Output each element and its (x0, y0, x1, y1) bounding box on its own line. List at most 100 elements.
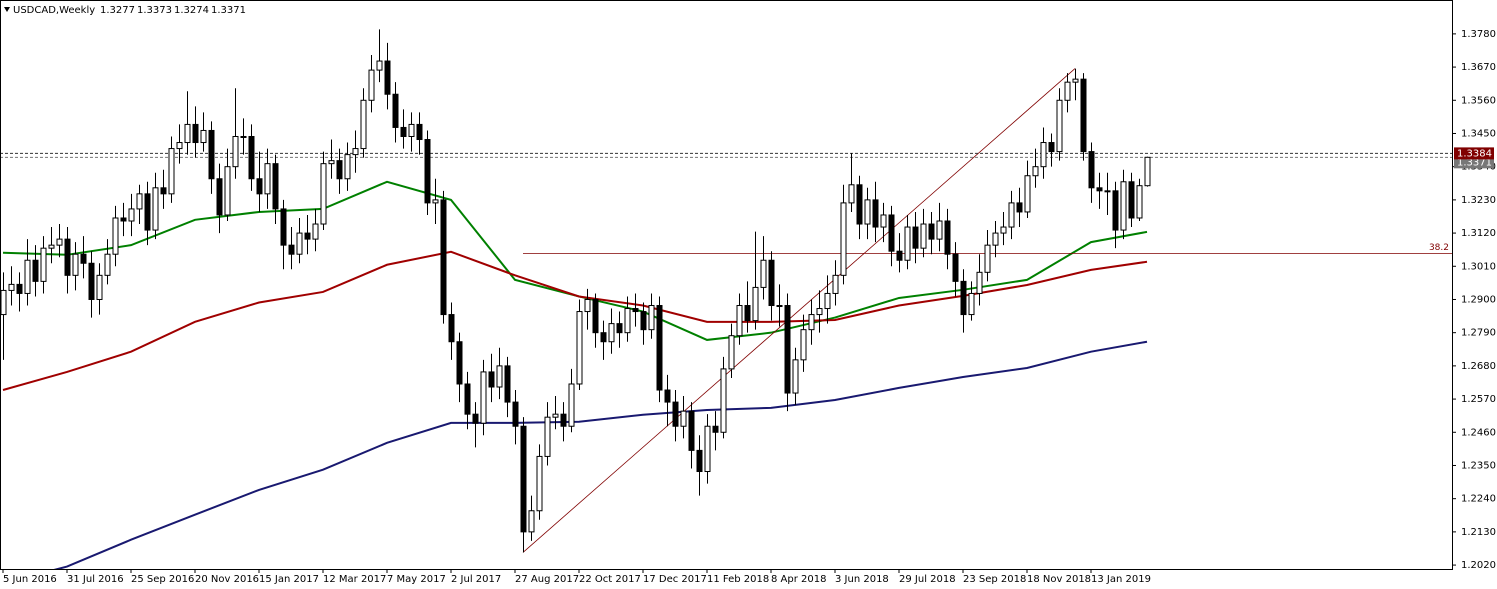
candle-body (640, 311, 647, 331)
candle-body (1064, 81, 1071, 101)
candle-body (272, 163, 279, 210)
candle-body (648, 305, 655, 331)
x-tick-label: 18 Nov 2018 (1027, 574, 1091, 585)
candle-body (568, 383, 575, 427)
candle-body (744, 305, 751, 322)
candle-body (832, 274, 839, 294)
candle-body (1032, 166, 1039, 177)
x-tick-label: 27 Aug 2017 (515, 574, 579, 585)
candle-body (728, 335, 735, 370)
candle-body (280, 208, 287, 246)
x-tick-label: 8 Apr 2018 (771, 574, 826, 585)
y-tick-label: 1.2460 (1461, 427, 1496, 438)
candle-body (488, 371, 495, 388)
ohlc-low: 1.3274 (174, 5, 209, 16)
candle-body (384, 60, 391, 95)
candle-body (240, 135, 247, 138)
candle-body (624, 308, 631, 334)
candle-body (760, 259, 767, 288)
candle-body (352, 148, 359, 156)
candle-body (216, 178, 223, 216)
candle-body (608, 323, 615, 343)
y-tick-label: 1.2350 (1461, 460, 1496, 471)
candle-body (328, 160, 335, 165)
x-tick-label: 31 Jul 2016 (67, 574, 124, 585)
x-tick-label: 5 Jun 2016 (3, 574, 57, 585)
candle-body (792, 359, 799, 394)
candle-body (16, 283, 23, 294)
candle-body (840, 202, 847, 276)
candle-body (824, 292, 831, 310)
x-tick-label: 2 Jul 2017 (451, 574, 501, 585)
candle-body (128, 208, 135, 222)
x-tick-label: 3 Jun 2018 (835, 574, 889, 585)
y-tick-label: 1.3010 (1461, 261, 1496, 272)
candle-body (768, 259, 775, 307)
candle-body (848, 184, 855, 204)
y-tick-label: 1.2130 (1461, 527, 1496, 538)
candle-body (448, 314, 455, 343)
candle-body (672, 401, 679, 427)
y-tick-label: 1.3450 (1461, 128, 1496, 139)
x-tick-label: 7 May 2017 (387, 574, 446, 585)
candle-body (936, 220, 943, 240)
candle-body (360, 99, 367, 150)
candle-body (688, 410, 695, 451)
candle-body (1144, 156, 1151, 187)
candle-body (104, 253, 111, 276)
candle-body (680, 410, 687, 427)
candle-body (200, 129, 207, 144)
ohlc-high: 1.3373 (137, 5, 172, 16)
candle-body (1112, 190, 1119, 231)
menu-arrow[interactable] (4, 7, 10, 12)
candle-body (416, 123, 423, 141)
x-tick-label: 22 Oct 2017 (579, 574, 641, 585)
candle-body (1000, 226, 1007, 234)
candle-body (1072, 78, 1079, 83)
candle-body (136, 193, 143, 210)
candle-body (344, 154, 351, 180)
candle-body (528, 510, 535, 533)
candle-body (584, 298, 591, 313)
ohlc-open: 1.3277 (100, 5, 135, 16)
candle-body (504, 365, 511, 403)
candle-body (192, 123, 199, 144)
ask-label: 1.3384 (1457, 148, 1492, 159)
candle-body (184, 123, 191, 144)
ask-label-box (1454, 147, 1494, 160)
candle-body (144, 193, 151, 231)
candle-body (224, 166, 231, 216)
candle-body (776, 305, 783, 308)
y-tick-label: 1.2240 (1461, 494, 1496, 505)
candle-body (160, 187, 167, 195)
candle-body (560, 413, 567, 427)
x-tick-label: 25 Sep 2016 (131, 574, 194, 585)
candle-body (984, 244, 991, 273)
candle-body (856, 184, 863, 225)
candle-body (928, 223, 935, 240)
candle-body (176, 142, 183, 150)
candle-body (784, 305, 791, 394)
candle-body (248, 135, 255, 180)
candle-body (40, 247, 47, 282)
y-tick-label: 1.2020 (1461, 560, 1496, 571)
candle-body (1080, 78, 1087, 153)
y-tick-label: 1.2790 (1461, 328, 1496, 339)
y-tick-label: 1.2900 (1461, 294, 1496, 305)
candle-body (544, 416, 551, 457)
candle-body (1120, 181, 1127, 231)
candle-body (304, 232, 311, 240)
candle-body (592, 298, 599, 334)
candle-body (64, 238, 71, 276)
candle-body (976, 271, 983, 294)
candle-body (296, 232, 303, 255)
candle-body (696, 449, 703, 473)
y-tick-label: 1.3670 (1461, 62, 1496, 73)
candle-body (24, 259, 31, 294)
y-tick-label: 1.3560 (1461, 95, 1496, 106)
candle-body (800, 329, 807, 361)
candle-body (48, 244, 55, 249)
candle-body (1008, 202, 1015, 228)
